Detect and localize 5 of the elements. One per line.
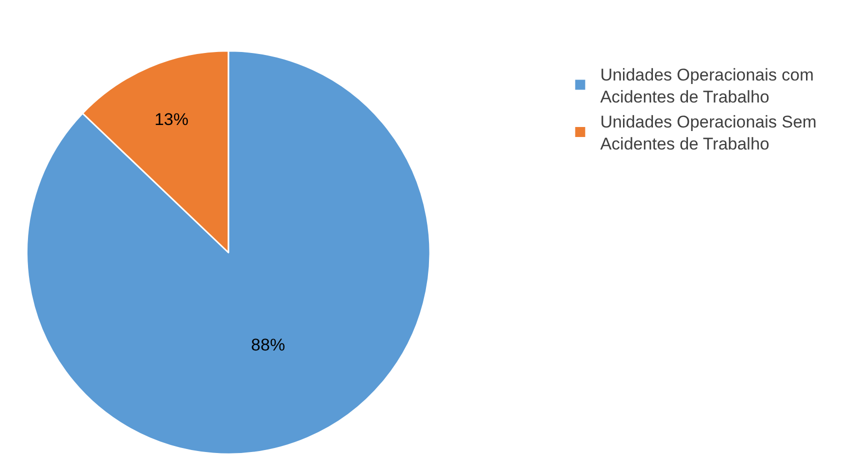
- pie-slice: [26, 50, 431, 455]
- legend-label: Unidades Operacionais com Acidentes de Trabalho: [600, 65, 814, 106]
- legend-label: Unidades Operacionais Sem Acidentes de Trabalho: [600, 112, 817, 154]
- data-label: 88%: [251, 336, 286, 355]
- data-label: 13%: [154, 110, 188, 129]
